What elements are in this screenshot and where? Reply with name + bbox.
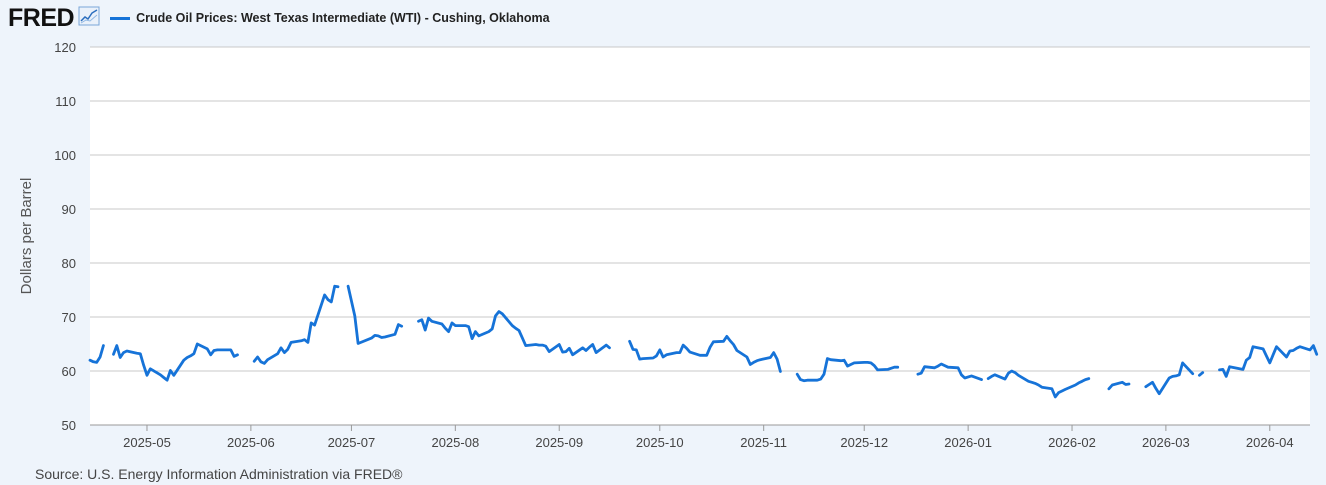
series-segment	[628, 334, 782, 373]
x-tick-label: 2026-02	[1048, 435, 1096, 450]
y-axis-title: Dollars per Barrel	[18, 178, 35, 295]
y-tick-label: 100	[54, 148, 76, 163]
series-segment	[252, 284, 340, 365]
x-tick-label: 2025-10	[636, 435, 684, 450]
y-tick-label: 80	[62, 256, 76, 271]
x-tick-label: 2026-03	[1142, 435, 1190, 450]
x-tick-label: 2026-04	[1246, 435, 1294, 450]
series-segment	[986, 369, 1091, 399]
x-tick-label: 2025-06	[227, 435, 275, 450]
series-line	[88, 284, 1322, 399]
y-axis: 50 60 70 80 90 100 110 120	[54, 40, 76, 433]
series-segment	[1198, 371, 1205, 377]
y-tick-label: 70	[62, 310, 76, 325]
x-tick-label: 2025-09	[535, 435, 583, 450]
line-chart-icon[interactable]	[78, 6, 100, 31]
series-segment	[1144, 361, 1195, 396]
y-tick-label: 120	[54, 40, 76, 55]
plot-background	[90, 47, 1310, 425]
chart-title: Crude Oil Prices: West Texas Intermediat…	[136, 11, 550, 25]
legend-swatch	[110, 16, 131, 20]
x-axis: 2025-05 2025-06 2025-07 2025-08 2025-09 2025-…	[90, 424, 1310, 450]
series-segment	[417, 310, 611, 357]
x-tick-label: 2025-05	[123, 435, 171, 450]
series-segment	[88, 344, 105, 364]
series-segment	[795, 357, 900, 383]
series-segment	[1107, 380, 1131, 391]
series-segment	[346, 284, 404, 345]
series-segment	[1218, 344, 1319, 378]
y-tick-label: 50	[62, 418, 76, 433]
y-tick-label: 110	[55, 94, 76, 109]
source-note: Source: U.S. Energy Information Administ…	[35, 466, 403, 482]
series-segment	[112, 342, 239, 382]
x-tick-label: 2025-12	[840, 435, 888, 450]
x-tick-label: 2025-11	[740, 435, 787, 450]
series-segment	[916, 362, 983, 382]
fred-logo[interactable]: FRED	[8, 3, 75, 32]
x-tick-label: 2025-08	[431, 435, 479, 450]
chart-header: FRED Crude Oil Prices: West Texas Interm…	[8, 4, 550, 32]
x-tick-label: 2025-07	[328, 435, 376, 450]
x-tick-label: 2026-01	[944, 435, 992, 450]
y-tick-label: 60	[62, 364, 76, 379]
y-tick-label: 90	[62, 202, 76, 217]
